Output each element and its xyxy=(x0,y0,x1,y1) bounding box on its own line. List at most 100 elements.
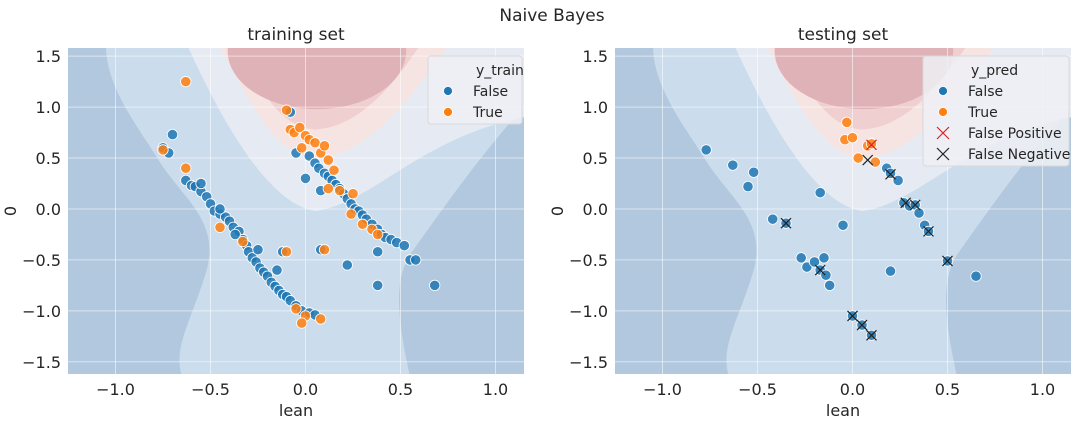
y-tick-label: 0.5 xyxy=(583,149,608,168)
data-point xyxy=(748,166,760,178)
data-point xyxy=(818,252,830,264)
data-point xyxy=(841,116,853,128)
legend-label: False xyxy=(473,84,508,100)
data-point xyxy=(913,207,925,219)
data-point xyxy=(296,142,308,154)
testing-chart: testing set −1.0 −0.5 0.0 0.5 1.0 1.5 1.0 0.5 0.0… xyxy=(548,25,1071,420)
x-tick-label: 0.0 xyxy=(293,380,318,399)
data-point xyxy=(372,246,384,258)
contour-region-low-left xyxy=(615,48,757,374)
y-tick-label: −0.5 xyxy=(22,251,61,270)
data-point xyxy=(865,138,878,150)
data-point xyxy=(795,252,807,264)
y-tick-label: 0.0 xyxy=(583,200,608,219)
y-tick-label: 0.0 xyxy=(36,200,61,219)
data-point xyxy=(214,203,226,215)
data-point xyxy=(372,279,384,291)
contour-region-low-right xyxy=(399,107,524,374)
data-point xyxy=(852,152,864,164)
data-point xyxy=(180,76,192,88)
data-point xyxy=(290,303,302,315)
legend-label: False Negative xyxy=(968,147,1070,163)
data-point xyxy=(372,228,384,241)
contour-region-low-right xyxy=(946,107,1071,374)
y-tick-label: −1.5 xyxy=(569,353,608,372)
x-marker xyxy=(814,264,826,276)
x-marker xyxy=(862,154,874,166)
data-point xyxy=(356,218,369,230)
data-point xyxy=(229,228,241,241)
data-point xyxy=(341,259,353,271)
legend-box xyxy=(427,55,523,125)
y-axis-label: 0 xyxy=(548,206,567,216)
figure-title: Naive Bayes xyxy=(499,6,604,26)
legend-marker xyxy=(443,107,453,117)
data-point xyxy=(846,132,859,144)
legend-label: False xyxy=(968,84,1003,100)
data-point xyxy=(808,256,821,268)
data-point xyxy=(398,240,410,252)
x-tick-label: 1.0 xyxy=(483,380,508,399)
x-marker xyxy=(856,319,868,331)
data-point xyxy=(334,185,346,197)
chart-title: training set xyxy=(247,25,345,45)
data-point xyxy=(345,208,357,220)
data-point xyxy=(157,144,169,156)
data-point xyxy=(884,265,897,277)
x-tick-label: −0.5 xyxy=(191,380,230,399)
legend-label: False Positive xyxy=(968,126,1062,142)
data-point xyxy=(294,121,306,134)
data-point xyxy=(767,213,779,225)
data-point xyxy=(318,140,331,152)
legend-title: y_pred xyxy=(971,63,1018,79)
data-point xyxy=(315,313,327,325)
x-marker xyxy=(900,197,912,209)
data-point xyxy=(892,174,904,187)
x-tick-label: 0.0 xyxy=(840,380,865,399)
data-point xyxy=(970,270,982,282)
y-tick-label: −1.0 xyxy=(22,302,61,321)
legend: y_pred False True False Positive False Negat… xyxy=(922,55,1070,167)
data-point xyxy=(742,180,754,193)
x-tick-label: 0.5 xyxy=(935,380,960,399)
legend-label: True xyxy=(472,105,503,121)
data-point xyxy=(252,244,264,256)
legend-label: True xyxy=(967,105,998,121)
legend: y_train False True xyxy=(427,55,524,125)
x-tick-label: 1.0 xyxy=(1030,380,1055,399)
data-point xyxy=(296,317,308,329)
data-point xyxy=(322,182,334,195)
x-axis-label: lean xyxy=(279,401,313,420)
x-tick-label: −1.0 xyxy=(643,380,682,399)
x-tick-label: 0.5 xyxy=(388,380,413,399)
data-point xyxy=(700,144,712,156)
data-point xyxy=(814,187,826,199)
training-chart: training set −1.0 −0.5 0.0 0.5 1.0 1.5 1.0 0.5 0.… xyxy=(1,25,524,420)
y-tick-label: 0.5 xyxy=(36,149,61,168)
y-tick-label: 1.5 xyxy=(36,47,61,66)
x-marker xyxy=(909,199,921,211)
x-tick-label: −0.5 xyxy=(738,380,777,399)
x-marker xyxy=(885,168,896,180)
legend-marker xyxy=(938,107,948,117)
legend-marker xyxy=(443,86,453,96)
legend-box xyxy=(922,55,1070,167)
data-point xyxy=(824,279,836,291)
y-tick-label: 1.0 xyxy=(583,98,608,117)
x-marker xyxy=(942,255,953,267)
data-point xyxy=(180,162,192,174)
data-point xyxy=(884,167,897,179)
series-false-positive xyxy=(866,139,877,151)
data-point xyxy=(322,154,334,166)
data-point xyxy=(271,264,283,276)
legend-title: y_train xyxy=(476,63,524,79)
x-marker xyxy=(847,310,858,322)
data-point xyxy=(237,235,249,248)
contour-region-high xyxy=(227,48,407,110)
x-marker xyxy=(780,217,792,229)
data-point xyxy=(837,219,849,231)
legend-marker xyxy=(936,147,950,161)
legend-marker xyxy=(936,126,950,140)
data-point xyxy=(280,104,293,116)
